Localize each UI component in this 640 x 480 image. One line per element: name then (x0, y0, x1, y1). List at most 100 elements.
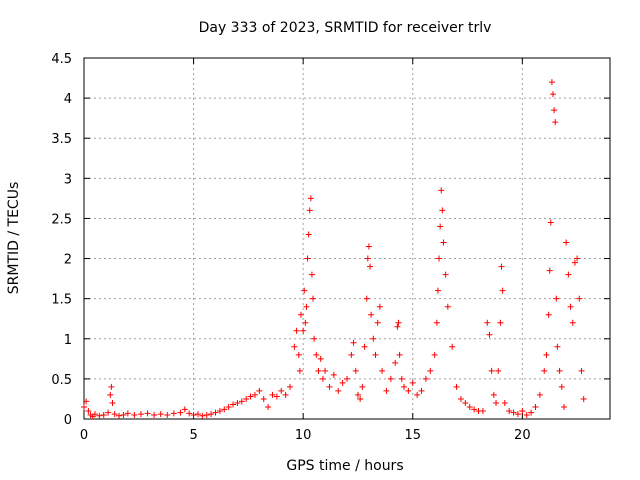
data-point (574, 255, 581, 262)
data-point (414, 391, 421, 398)
data-point (230, 401, 237, 408)
data-point (144, 410, 151, 417)
data-point (177, 409, 184, 416)
data-point (357, 395, 364, 402)
data-point (181, 406, 188, 413)
data-point (352, 367, 359, 374)
data-point (449, 343, 456, 350)
data-point (418, 387, 425, 394)
data-point (96, 412, 103, 419)
data-point (303, 303, 310, 310)
data-point (330, 371, 337, 378)
data-point (484, 319, 491, 326)
data-point (243, 395, 250, 402)
data-point (552, 119, 559, 126)
data-point (344, 375, 350, 382)
data-point (453, 383, 460, 390)
data-point (497, 319, 504, 326)
data-point (427, 367, 434, 374)
data-point (308, 271, 315, 278)
y-tick-label: 3 (64, 172, 72, 187)
data-point (91, 411, 98, 418)
data-point (479, 407, 486, 414)
data-point (300, 327, 307, 334)
data-point (335, 387, 342, 394)
data-point (310, 295, 317, 302)
data-point (164, 411, 171, 418)
data-point (437, 223, 444, 230)
data-point (306, 207, 313, 214)
data-point (486, 331, 493, 338)
data-point (374, 319, 381, 326)
data-point (383, 387, 390, 394)
data-point (543, 351, 550, 358)
data-point (532, 403, 539, 410)
data-point (107, 391, 114, 398)
data-point (105, 409, 112, 416)
data-point (100, 411, 107, 418)
data-point (372, 351, 379, 358)
data-point (203, 411, 210, 418)
data-point (436, 255, 443, 262)
data-point (554, 343, 561, 350)
data-point (488, 367, 495, 374)
data-point (394, 323, 401, 330)
chart-title: Day 333 of 2023, SRMTID for receiver trl… (199, 20, 492, 36)
data-point (495, 367, 502, 374)
y-tick-label: 1 (64, 333, 72, 348)
data-point (578, 367, 585, 374)
data-point (287, 383, 294, 390)
data-point (326, 383, 333, 390)
data-point (85, 407, 92, 414)
data-point (471, 406, 478, 413)
data-point (457, 395, 464, 402)
data-point (580, 395, 587, 402)
data-point (322, 367, 329, 374)
y-tick-label: 1.5 (51, 293, 72, 308)
data-point (462, 399, 469, 406)
data-point (291, 343, 298, 350)
data-point (313, 351, 320, 358)
data-point (405, 387, 412, 394)
x-tick-label: 0 (80, 428, 88, 443)
data-point (251, 391, 258, 398)
data-point (553, 295, 560, 302)
data-point (131, 411, 138, 418)
data-point (548, 79, 555, 86)
data-point (569, 319, 576, 326)
data-point (392, 359, 399, 366)
x-axis-label: GPS time / hours (286, 458, 403, 474)
data-point (151, 411, 158, 418)
data-point (225, 403, 232, 410)
data-point (350, 339, 357, 346)
axes (83, 57, 611, 420)
y-tick-label: 2 (64, 253, 72, 268)
data-point (541, 367, 548, 374)
data-point (379, 367, 386, 374)
data-point (506, 407, 513, 414)
data-point (311, 335, 318, 342)
data-point (519, 407, 526, 414)
data-point (278, 387, 285, 394)
plot-frame (83, 57, 611, 420)
data-point (433, 319, 440, 326)
data-point (137, 411, 144, 418)
data-point (536, 391, 543, 398)
data-point (109, 399, 116, 406)
x-tick-label: 20 (514, 428, 531, 443)
data-point (523, 411, 530, 418)
data-point (499, 287, 506, 294)
data-point (367, 263, 374, 270)
data-point (238, 398, 245, 405)
data-point (296, 367, 303, 374)
data-points (81, 79, 587, 420)
data-point (216, 407, 223, 414)
data-point (301, 287, 308, 294)
data-point (348, 351, 355, 358)
data-point (370, 335, 377, 342)
data-point (256, 387, 263, 394)
data-point (305, 231, 312, 238)
data-point (409, 379, 416, 386)
data-point (422, 375, 429, 382)
